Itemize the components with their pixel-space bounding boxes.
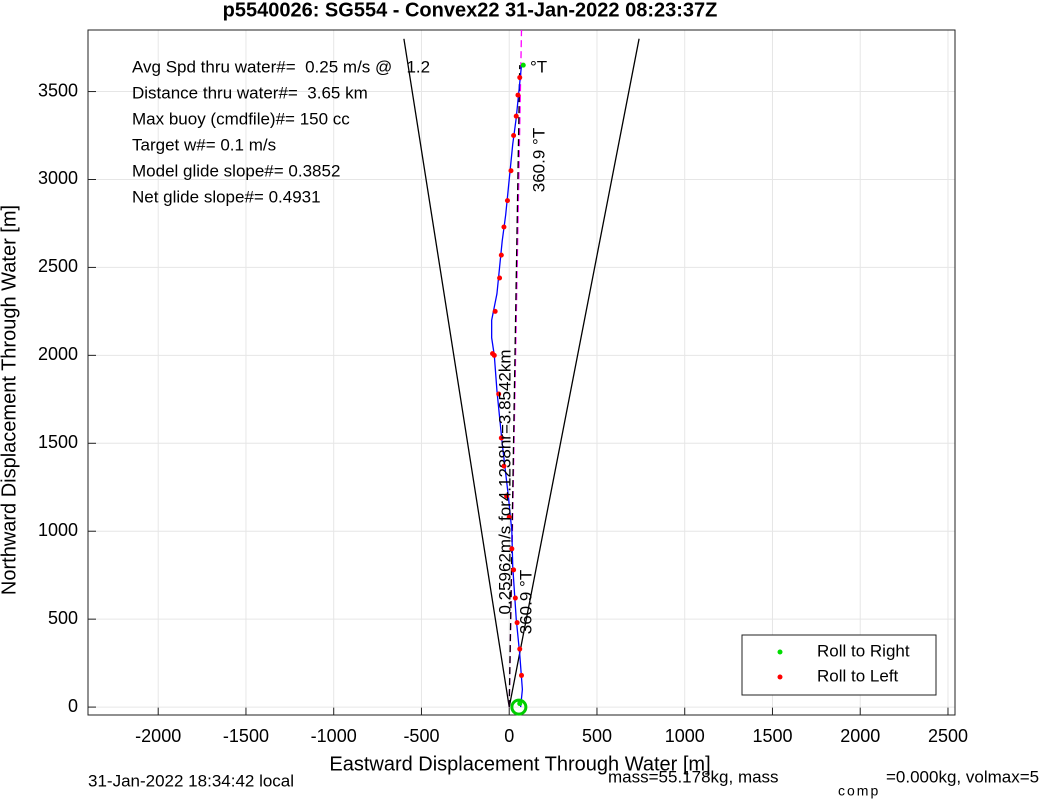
x-tick-label: 500: [582, 726, 612, 746]
annotation: Net glide slope#= 0.4931: [132, 187, 321, 206]
point: [513, 113, 519, 119]
y-tick-label: 3500: [38, 80, 78, 100]
point: [515, 92, 521, 98]
y-tick-label: 0: [68, 696, 78, 716]
y-tick-label: 3000: [38, 168, 78, 188]
point: [514, 620, 520, 626]
x-tick-label: -1000: [311, 726, 357, 746]
series-line: [508, 65, 521, 708]
x-tick-label: 0: [504, 726, 514, 746]
annotation: 360.9 °T: [529, 128, 548, 192]
y-tick-label: 2500: [38, 256, 78, 276]
x-tick-label: 2500: [928, 726, 968, 746]
point: [490, 351, 496, 357]
footer-rest: =0.000kg, volmax=5: [886, 767, 1039, 786]
y-tick-label: 2000: [38, 344, 78, 364]
point: [504, 198, 510, 204]
point: [506, 514, 512, 520]
point: [509, 546, 515, 552]
x-tick-label: -500: [403, 726, 439, 746]
point: [519, 672, 524, 678]
annotation: Model glide slope#= 0.3852: [132, 161, 340, 180]
footer-time: 31-Jan-2022 18:34:42 local: [88, 771, 294, 790]
x-tick-label: 1500: [752, 726, 792, 746]
legend-swatch: [777, 649, 783, 655]
point: [492, 308, 498, 314]
annotation: 0.25962m/s for4.1238hr=3.8542km: [495, 349, 514, 614]
point: [520, 62, 526, 68]
x-tick-label: 1000: [665, 726, 705, 746]
point: [511, 133, 517, 139]
point: [504, 493, 510, 499]
y-tick-label: 500: [48, 608, 78, 628]
point: [517, 74, 523, 80]
annotation: Max buoy (cmdfile)#= 150 cc: [132, 109, 350, 128]
point: [501, 463, 507, 469]
legend-label: Roll to Left: [817, 666, 899, 685]
annotation: Avg Spd thru water#= 0.25 m/s @ 1.2: [132, 57, 430, 76]
legend-swatch: [777, 674, 783, 680]
footer-mass: mass=55.178kg, mass: [608, 767, 779, 786]
series-line: [491, 65, 524, 708]
legend-box: [741, 634, 937, 696]
x-tick-label: -2000: [135, 726, 181, 746]
x-axis-label: Eastward Displacement Through Water [m]: [329, 753, 710, 775]
annotation: Distance thru water#= 3.65 km: [132, 83, 368, 102]
point: [496, 391, 502, 397]
point: [511, 567, 517, 573]
point: [517, 701, 523, 707]
point: [497, 275, 503, 281]
legend-label: Roll to Right: [817, 641, 910, 660]
point: [517, 646, 523, 652]
plot-area: [88, 30, 955, 715]
chart-title: p5540026: SG554 - Convex22 31-Jan-2022 0…: [223, 0, 718, 21]
point: [512, 595, 518, 601]
y-axis-label: Northward Displacement Through Water [m]: [0, 205, 20, 595]
point: [508, 168, 514, 174]
y-tick-label: 1500: [38, 432, 78, 452]
point: [498, 252, 504, 258]
point: [498, 435, 504, 441]
point: [501, 224, 507, 230]
footer-subscript: comp: [838, 783, 880, 799]
x-tick-label: 2000: [840, 726, 880, 746]
annotation: Target w#= 0.1 m/s: [132, 135, 276, 154]
start-marker: [510, 698, 528, 716]
annotation: °T: [530, 57, 547, 76]
y-tick-label: 1000: [38, 520, 78, 540]
annotation: 360.9 °T: [516, 570, 535, 634]
x-tick-label: -1500: [223, 726, 269, 746]
